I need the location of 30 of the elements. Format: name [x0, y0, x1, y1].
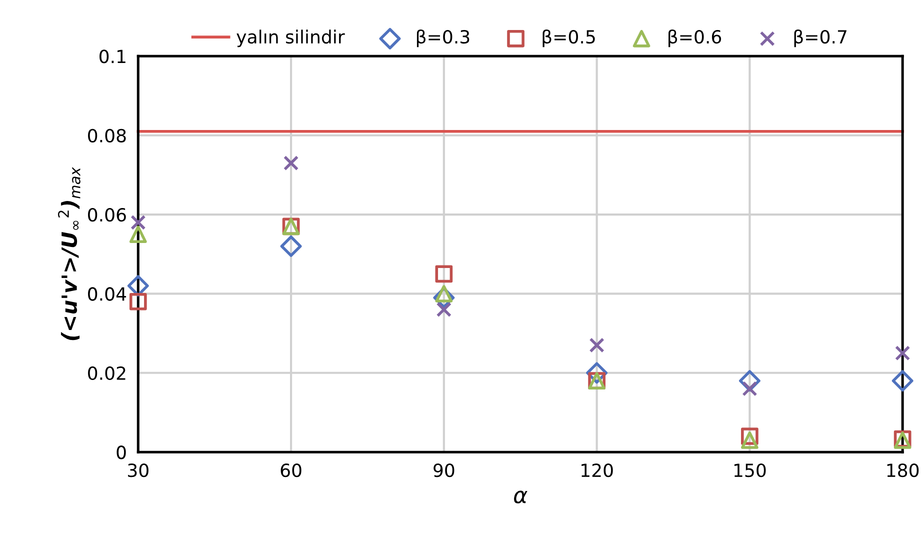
x-tick-label: 30 [128, 464, 148, 478]
y-tick-label: 0.06 [88, 208, 126, 222]
x-tick-label: 180 [887, 464, 919, 478]
point [892, 370, 914, 392]
legend-label: β=0.5 [542, 30, 595, 48]
legend-label: β=0.3 [416, 30, 470, 48]
x-tick-label: 90 [434, 464, 454, 478]
y-tick-label: 0 [116, 446, 126, 460]
point [280, 236, 302, 257]
point [129, 226, 147, 244]
x-axis-title: α [514, 490, 528, 504]
legend-label: β=0.7 [794, 30, 846, 48]
x-tick-label: 60 [280, 464, 302, 478]
point [589, 338, 604, 353]
y-tick-label: 0.04 [88, 287, 126, 301]
x-tick-label: 120 [582, 464, 613, 478]
x-tick-label: 150 [734, 464, 766, 478]
point [436, 302, 452, 318]
point [894, 346, 910, 361]
legend-label: β=0.6 [668, 30, 722, 48]
point [741, 432, 758, 449]
y-tick-label: 0.02 [88, 366, 126, 380]
point [129, 292, 147, 310]
y-axis-title: (<u'v'>/U$_{∞}$$^{2}$)$_{max}$ [58, 167, 80, 340]
legend-label: yalın silindir [236, 30, 345, 48]
point [130, 214, 146, 230]
point [435, 265, 453, 283]
y-tick-label: 0.08 [88, 128, 126, 142]
point [283, 155, 299, 171]
y-tick-label: 0.1 [100, 50, 126, 64]
